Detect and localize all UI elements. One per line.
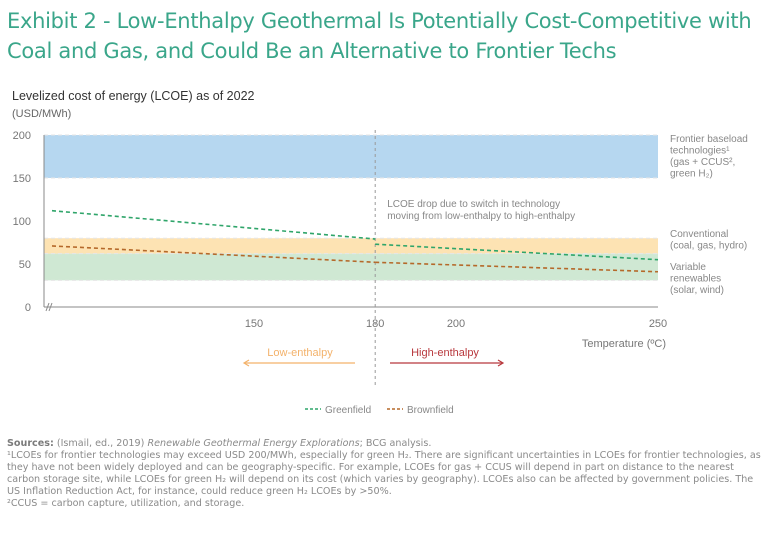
footnote-1: ¹LCOEs for frontier technologies may exc… <box>7 450 761 498</box>
band-label-0: Frontier baseload <box>670 134 748 145</box>
series-greenfield-segment <box>375 243 659 261</box>
x-axis-title: Temperature (ºC) <box>582 338 666 350</box>
y-tick-label: 150 <box>13 173 31 185</box>
y-axis-unit: (USD/MWh) <box>12 108 72 120</box>
axis-break-icon <box>45 302 53 312</box>
chart-subtitle: Levelized cost of energy (LCOE) as of 20… <box>12 89 255 103</box>
series-brownfield-segment <box>51 245 376 264</box>
band-label-0: (gas + CCUS², <box>670 157 735 168</box>
band-label-1: (coal, gas, hydro) <box>670 241 747 252</box>
band-label-0: technologies¹ <box>670 146 730 157</box>
band-1 <box>44 238 658 254</box>
y-tick-label: 100 <box>13 216 31 228</box>
band-label-2: Variable <box>670 262 706 273</box>
arrow-right-icon <box>497 359 505 367</box>
low-enthalpy-label: Low-enthalpy <box>267 347 333 359</box>
high-enthalpy-label: High-enthalpy <box>411 347 479 359</box>
title-line-2: Coal and Gas, and Could Be an Alternativ… <box>7 39 617 63</box>
legend-label-greenfield: Greenfield <box>325 405 371 416</box>
x-tick-label: 150 <box>245 318 263 330</box>
series-greenfield-segment <box>51 209 376 240</box>
band-0 <box>44 135 658 178</box>
series-brownfield-segment <box>375 261 659 273</box>
sources-note: Sources: (Ismail, ed., 2019) Renewable G… <box>7 438 432 449</box>
x-tick-label: 250 <box>649 318 667 330</box>
band-label-1: Conventional <box>670 229 728 240</box>
band-label-2: (solar, wind) <box>670 285 724 296</box>
y-tick-label: 0 <box>25 302 31 314</box>
legend-label-brownfield: Brownfield <box>407 405 454 416</box>
y-tick-label: 50 <box>19 259 31 271</box>
band-label-2: renewables <box>670 274 721 285</box>
arrow-left-icon <box>242 359 250 367</box>
lcoe-drop-annotation: LCOE drop due to switch in technology <box>387 199 560 210</box>
band-label-0: green H₂) <box>670 169 713 180</box>
y-tick-label: 200 <box>13 130 31 142</box>
footer: Sources: (Ismail, ed., 2019) Renewable G… <box>7 438 767 511</box>
exhibit-title: Exhibit 2 - Low-Enthalpy Geothermal Is P… <box>7 6 767 66</box>
band-2 <box>44 253 658 281</box>
title-line-1: Exhibit 2 - Low-Enthalpy Geothermal Is P… <box>7 9 752 33</box>
footnote-2: ²CCUS = carbon capture, utilization, and… <box>7 498 245 510</box>
lcoe-drop-annotation: moving from low-enthalpy to high-enthalp… <box>387 211 575 222</box>
x-tick-label: 200 <box>447 318 465 330</box>
